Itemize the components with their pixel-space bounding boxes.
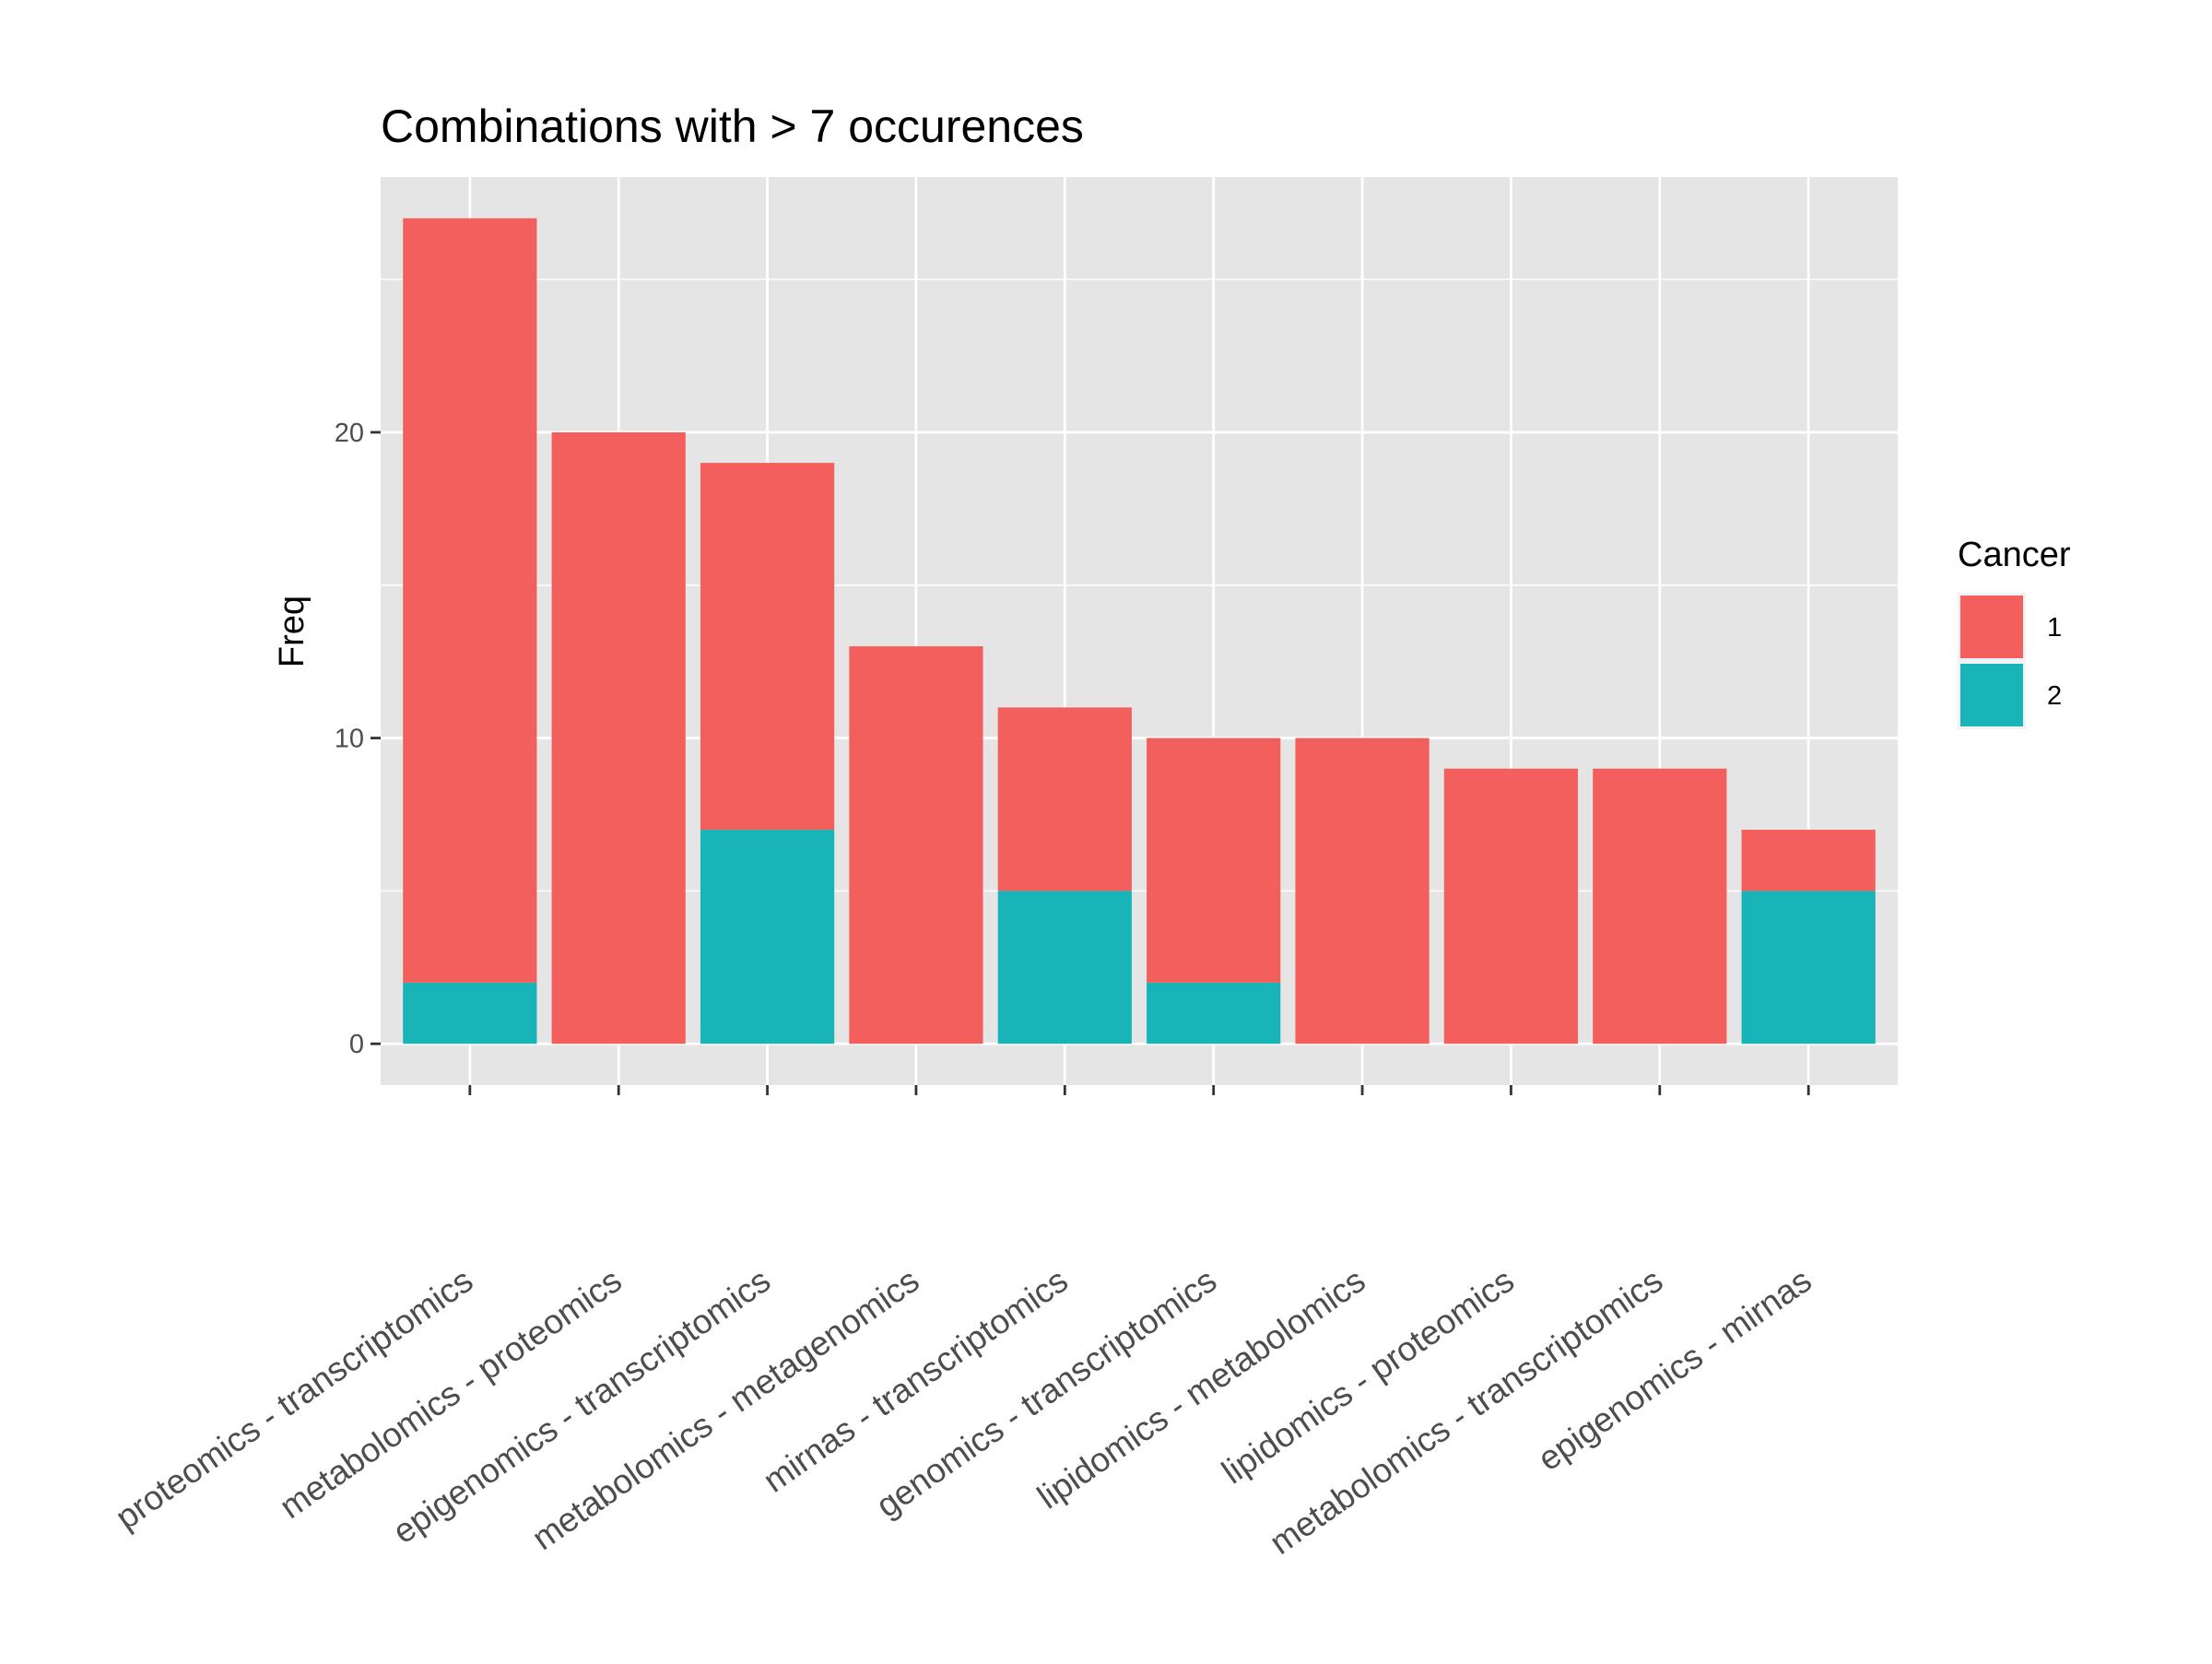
legend-label: 2: [2047, 681, 2062, 711]
bar-segment: [1741, 830, 1876, 891]
bar-segment: [1741, 891, 1876, 1044]
bar-segment: [1295, 738, 1430, 1044]
bar-segment: [997, 707, 1132, 891]
bar-segment: [700, 830, 835, 1044]
legend-swatch: [1960, 596, 2023, 658]
y-axis-title: Freq: [273, 596, 312, 667]
y-tick-label: 0: [349, 1030, 364, 1059]
y-tick-label: 10: [335, 725, 364, 754]
bar-segment: [1443, 768, 1579, 1044]
y-tick-label: 20: [335, 419, 364, 448]
x-tick-label: epigenomics - mirnas: [1531, 1261, 1818, 1478]
legend: Cancer 1 2: [1958, 536, 2071, 729]
bar-segment: [700, 463, 835, 831]
legend-title: Cancer: [1958, 536, 2071, 574]
bar-segment: [1147, 738, 1281, 983]
bars: [403, 218, 1876, 1044]
chart-title: Combinations with > 7 occurences: [381, 100, 1084, 152]
legend-label: 1: [2047, 613, 2062, 643]
bar-segment: [849, 646, 983, 1044]
bar-segment: [997, 891, 1132, 1044]
bar-segment: [551, 431, 686, 1044]
y-axis: 0 10 20: [335, 419, 381, 1059]
bar-segment: [1593, 768, 1727, 1044]
bar-segment: [1147, 982, 1281, 1044]
legend-swatch: [1960, 664, 2023, 726]
bar-segment: [403, 218, 537, 983]
x-axis: proteomics - transcriptomicsmetabolomics…: [109, 1085, 1818, 1562]
bar-segment: [403, 982, 537, 1044]
